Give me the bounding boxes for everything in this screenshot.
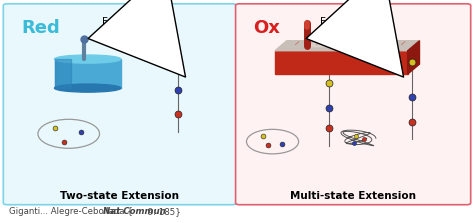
Text: Ox: Ox: [254, 19, 281, 37]
Bar: [55, 59, 121, 88]
Text: 9: 185}: 9: 185}: [145, 207, 181, 216]
Polygon shape: [275, 41, 419, 51]
Text: Two-state Extension: Two-state Extension: [60, 191, 179, 201]
FancyBboxPatch shape: [3, 4, 236, 205]
Polygon shape: [55, 59, 71, 88]
Ellipse shape: [55, 84, 121, 92]
Text: Giganti... Alegre-Cebollada {: Giganti... Alegre-Cebollada {: [9, 207, 133, 216]
Text: Red: Red: [21, 19, 60, 37]
Text: Multi-state Extension: Multi-state Extension: [290, 191, 416, 201]
Text: Nat Commun: Nat Commun: [103, 207, 166, 216]
Bar: [275, 51, 408, 74]
FancyBboxPatch shape: [236, 4, 471, 205]
Ellipse shape: [55, 55, 121, 63]
Text: Force: Force: [320, 17, 348, 27]
Polygon shape: [408, 41, 419, 74]
Polygon shape: [310, 43, 387, 47]
Text: Force: Force: [102, 17, 130, 27]
